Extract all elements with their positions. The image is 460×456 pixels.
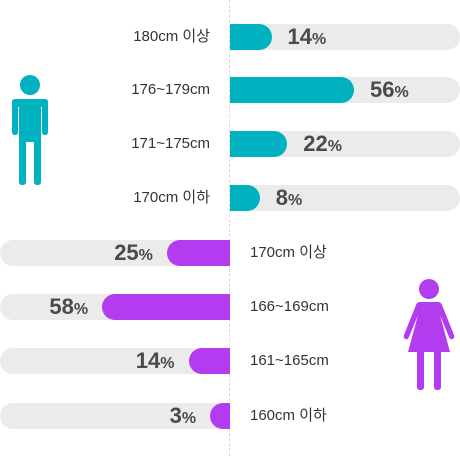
male-value-label: 14%: [288, 24, 327, 53]
female-value-number: 3: [169, 403, 182, 428]
female-category-label: 166~169cm: [250, 298, 329, 315]
female-category-label: 160cm 이하: [250, 407, 327, 424]
male-value-unit: %: [311, 31, 327, 48]
male-value-unit: %: [287, 192, 303, 209]
male-value-label: 8%: [276, 185, 302, 214]
male-value-label: 56%: [370, 77, 409, 106]
female-value-number: 25: [114, 240, 139, 265]
female-value-unit: %: [160, 355, 175, 372]
male-bar: [230, 131, 288, 157]
male-value-number: 22: [303, 131, 328, 156]
female-category-label: 161~165cm: [250, 352, 329, 369]
female-bar: [102, 294, 230, 320]
female-value-label: 25%: [114, 240, 153, 269]
male-category-label: 170cm 이하: [133, 189, 210, 206]
female-value-unit: %: [138, 247, 153, 264]
male-value-number: 56: [370, 77, 395, 102]
male-category-label: 176~179cm: [131, 81, 210, 98]
female-value-label: 3%: [170, 403, 196, 432]
female-bar: [166, 240, 230, 266]
female-bar: [210, 403, 230, 429]
male-bar: [230, 77, 354, 103]
female-value-number: 58: [49, 294, 74, 319]
female-bar: [188, 348, 230, 374]
female-value-unit: %: [73, 301, 89, 318]
female-value-label: 14%: [136, 348, 175, 377]
female-value-unit: %: [181, 410, 197, 427]
male-value-label: 22%: [303, 131, 342, 160]
male-value-unit: %: [394, 84, 409, 101]
male-category-label: 180cm 이상: [133, 28, 210, 45]
male-bar-track: [230, 185, 460, 211]
male-value-number: 8: [275, 185, 288, 210]
male-value-number: 14: [287, 24, 312, 49]
female-value-label: 58%: [49, 294, 88, 323]
male-bar: [230, 24, 272, 50]
male-bar: [230, 185, 260, 211]
female-value-number: 14: [135, 348, 161, 373]
male-person-icon: [12, 75, 48, 185]
male-value-unit: %: [327, 138, 342, 155]
female-category-label: 170cm 이상: [250, 244, 327, 261]
male-category-label: 171~175cm: [131, 135, 210, 152]
female-person-icon: [403, 279, 455, 390]
female-bar-track: [0, 403, 230, 429]
center-divider: [229, 0, 230, 456]
